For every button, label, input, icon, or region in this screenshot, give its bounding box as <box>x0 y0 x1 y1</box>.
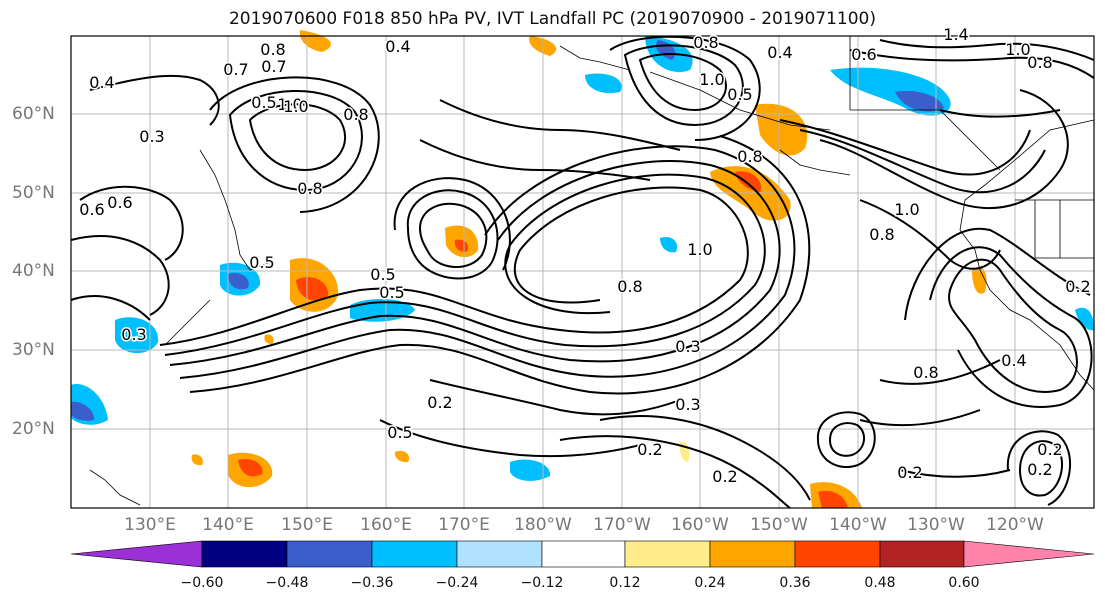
lat-label-50n: 50°N <box>12 183 55 203</box>
contour-label: 0.8 <box>693 33 718 52</box>
colorbar-tick: −0.12 <box>520 575 564 591</box>
lon-label-170w: 170°W <box>593 515 651 535</box>
contour-label: 0.6 <box>851 45 876 64</box>
contour-label: 0.5 <box>249 253 274 272</box>
colorbar-tick: 0.24 <box>694 575 726 591</box>
contour-label: 0.8 <box>260 40 285 59</box>
lon-label-140w: 140°W <box>829 515 887 535</box>
plot-frame <box>70 35 1095 509</box>
contour-label: 0.7 <box>223 60 248 79</box>
contour-label: 1.0 <box>687 240 712 259</box>
contour-label: 0.4 <box>89 73 114 92</box>
lon-label-170e: 170°E <box>438 515 490 535</box>
contour-label: 0.6 <box>107 193 132 212</box>
contour-label: 0.8 <box>343 105 368 124</box>
contour-label: 0.8 <box>1027 53 1052 72</box>
colorbar-tick: −0.24 <box>435 575 479 591</box>
contour-label: 0.2 <box>1037 440 1062 459</box>
colorbar-tick: −0.48 <box>265 575 309 591</box>
map-title: 2019070600 F018 850 hPa PV, IVT Landfall… <box>228 9 876 29</box>
contour-label: 1.0 <box>699 70 724 89</box>
contour-label: 0.8 <box>869 225 894 244</box>
lon-label-140e: 140°E <box>202 515 254 535</box>
contour-label: 0.2 <box>427 393 452 412</box>
contour-label: 0.2 <box>637 440 662 459</box>
lat-label-40n: 40°N <box>12 261 55 281</box>
contour-labels: 0.80.70.40.41.00.80.41.41.00.80.60.50.30… <box>78 24 1092 488</box>
contour-label: 0.5 <box>251 93 276 112</box>
lon-label-130w: 130°W <box>907 515 965 535</box>
contour-label: 1.0 <box>1005 40 1030 59</box>
contour-label: 0.3 <box>675 337 700 356</box>
contour-label: 0.8 <box>617 277 642 296</box>
lon-label-150w: 150°W <box>750 515 808 535</box>
contour-label: 0.4 <box>1001 351 1026 370</box>
colorbar-tick: 0.12 <box>609 575 641 591</box>
contour-label: 1.0 <box>277 95 302 114</box>
colorbar-tick: −0.36 <box>350 575 394 591</box>
contour-label: 0.5 <box>727 85 752 104</box>
contour-label: 1.0 <box>894 200 919 219</box>
contour-label: 0.8 <box>297 179 322 198</box>
contour-label: 0.2 <box>897 463 922 482</box>
contour-label: 0.2 <box>712 467 737 486</box>
contour-label: 0.5 <box>387 423 412 442</box>
graticule <box>71 36 1094 508</box>
lat-label-60n: 60°N <box>12 104 55 124</box>
contour-label: 0.3 <box>121 325 146 344</box>
lon-label-120w: 120°W <box>986 515 1044 535</box>
ivt-contours <box>70 35 1095 509</box>
contour-label: 1.4 <box>943 25 968 44</box>
colorbar-tick: 0.60 <box>948 575 980 591</box>
contour-label: 0.8 <box>737 147 762 166</box>
contour-label: 0.7 <box>261 57 286 76</box>
colorbar-tick: 0.48 <box>864 575 896 591</box>
contour-label: 0.6 <box>79 200 104 219</box>
contour-label: 0.2 <box>1027 460 1052 479</box>
lon-label-180w: 180°W <box>514 515 572 535</box>
contour-label: 0.2 <box>1065 277 1090 296</box>
lon-label-150e: 150°E <box>281 515 333 535</box>
colorbar <box>70 540 1095 568</box>
lat-label-20n: 20°N <box>12 419 55 439</box>
colorbar-tick: 0.36 <box>779 575 811 591</box>
lat-label-30n: 30°N <box>12 340 55 360</box>
contour-label: 0.3 <box>675 395 700 414</box>
contour-label: 0.4 <box>385 37 410 56</box>
contour-label: 0.8 <box>913 363 938 382</box>
colorbar-tick: −0.60 <box>180 575 224 591</box>
lon-label-160w: 160°W <box>671 515 729 535</box>
contour-label: 0.3 <box>139 127 164 146</box>
contour-label: 0.5 <box>370 265 395 284</box>
lon-label-160e: 160°E <box>360 515 412 535</box>
lon-label-130e: 130°E <box>124 515 176 535</box>
contour-label: 0.5 <box>379 283 404 302</box>
contour-label: 0.4 <box>767 43 792 62</box>
coastlines <box>89 36 1095 506</box>
contour-label: 1.0 <box>283 97 308 116</box>
